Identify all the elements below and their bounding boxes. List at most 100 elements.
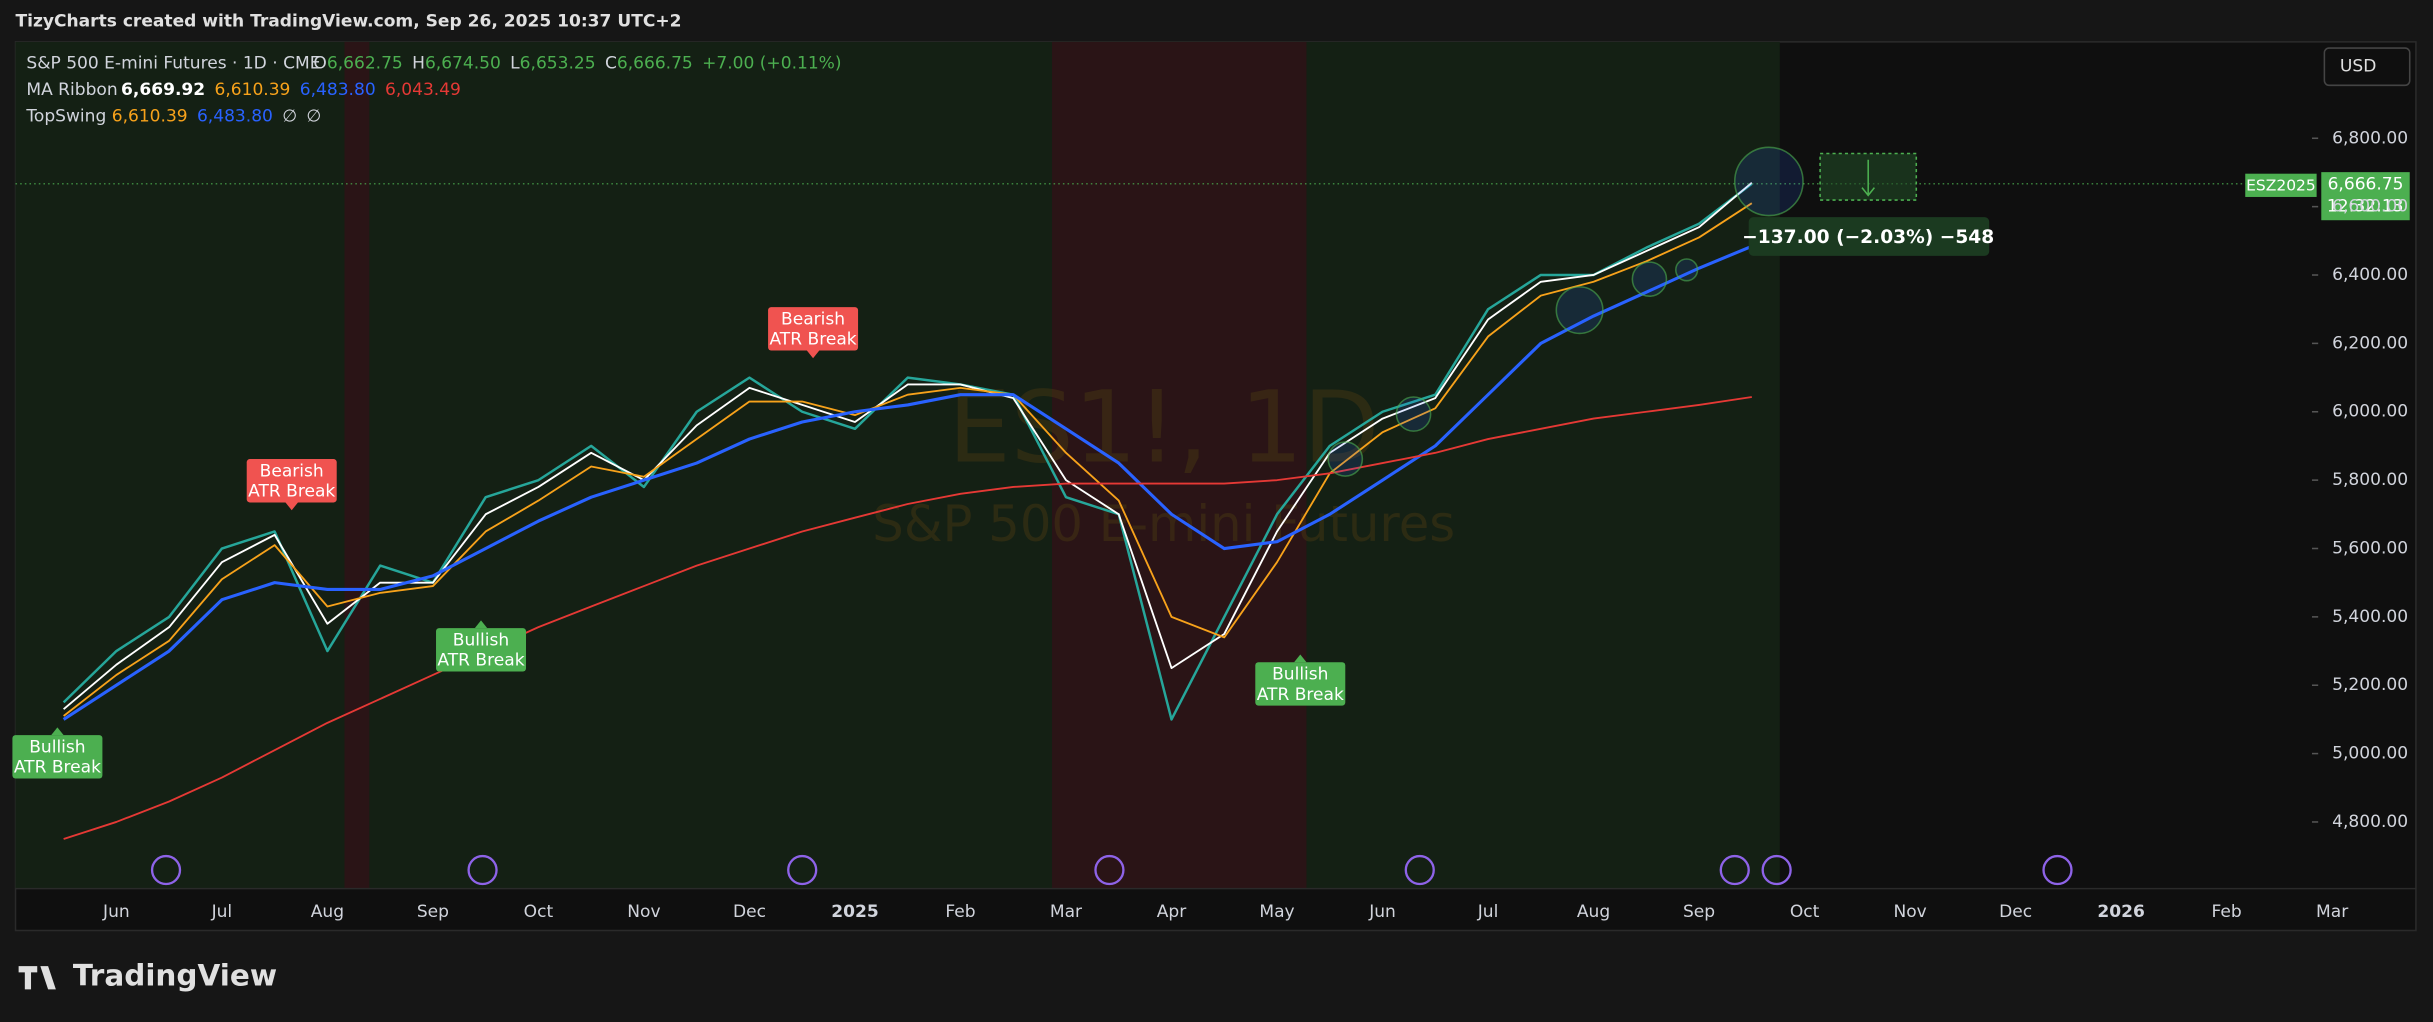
ticker-tag	[2245, 173, 2317, 197]
x-tick-label: Dec	[733, 902, 766, 922]
event-icon[interactable]	[1761, 854, 1792, 886]
legend-value: 6,662.75	[327, 54, 403, 74]
legend-value: 6,483.80	[197, 106, 273, 126]
indicator-values: 6,669.92 6,610.39 6,483.80 6,043.49	[121, 80, 461, 100]
event-icon[interactable]	[2042, 854, 2073, 886]
annotation-kind: Bearish	[781, 309, 845, 329]
legend-value: 6,669.92	[121, 80, 205, 100]
y-tick-label: 6,000.00	[2332, 402, 2408, 422]
swing-circle	[1395, 396, 1432, 432]
annotation-pointer	[806, 350, 820, 359]
legend-value: 6,610.39	[112, 106, 188, 126]
measure-label-box	[1748, 217, 1990, 256]
annotation-text: ATR Break	[1257, 685, 1344, 705]
series-line	[63, 181, 1753, 710]
y-tick-label: 6,600.00	[2332, 197, 2408, 217]
annotation-kind: Bullish	[1272, 665, 1328, 685]
swing-circle	[1733, 146, 1804, 217]
y-tick-label: 6,400.00	[2332, 265, 2408, 285]
x-tick-label: Aug	[1577, 902, 1610, 922]
annotation-pointer	[474, 620, 488, 629]
legend-value: C	[605, 54, 617, 74]
x-tick-label: 2025	[831, 902, 878, 922]
y-tick-label: 5,400.00	[2332, 607, 2408, 627]
series-line	[62, 182, 1753, 721]
event-icon[interactable]	[150, 854, 182, 886]
annotation-pointer	[285, 502, 298, 511]
x-tick-label: Feb	[945, 902, 975, 922]
price-tag	[2321, 172, 2410, 221]
series-line	[62, 244, 1753, 721]
annotation-kind: Bearish	[260, 461, 324, 481]
countdown: 12:32:13	[2327, 196, 2404, 216]
brand: TradingView	[73, 959, 277, 993]
indicator-values: 6,610.39 6,483.80 ∅ ∅	[112, 106, 322, 126]
swing-circle	[1631, 261, 1668, 297]
annotation-text: ATR Break	[14, 758, 101, 778]
legend-value: 6,483.80	[300, 80, 376, 100]
x-tick-label: Nov	[627, 902, 660, 922]
legend-value: ∅	[282, 106, 297, 126]
swing-circles	[1327, 146, 1804, 477]
legend-value: 6,043.49	[385, 80, 461, 100]
event-icon[interactable]	[1404, 854, 1435, 886]
event-icons	[150, 854, 2073, 886]
y-tick-label: 5,600.00	[2332, 538, 2408, 558]
annotation-text: ATR Break	[437, 651, 524, 671]
event-icon[interactable]	[467, 854, 498, 886]
red-zone	[344, 41, 370, 889]
swing-circle	[1327, 441, 1364, 477]
annotation-pointer	[1294, 654, 1307, 663]
ticker: ESZ2025	[2246, 177, 2316, 195]
legend-value: H	[412, 54, 425, 74]
event-icon[interactable]	[787, 854, 818, 886]
annotation-box	[12, 735, 103, 779]
x-tick-label: Jul	[1477, 902, 1499, 922]
annotation-box	[768, 307, 859, 351]
swing-circle	[1675, 258, 1699, 282]
measure-arrow	[1861, 159, 1876, 197]
x-tick-label: Sep	[417, 902, 449, 922]
y-tick-label: 6,800.00	[2332, 128, 2408, 148]
annotation-kind: Bullish	[453, 630, 509, 650]
x-tick-label: Mar	[1050, 902, 1083, 922]
legend-value: 6,666.75	[617, 54, 693, 74]
y-tick-label: 5,800.00	[2332, 470, 2408, 490]
y-tick-label: 5,200.00	[2332, 675, 2408, 695]
x-tick-label: May	[1259, 902, 1294, 922]
annotation-text: ATR Break	[248, 482, 335, 502]
x-tick-label: Jul	[211, 902, 233, 922]
currency-button[interactable]	[2323, 47, 2411, 87]
swing-circle	[1555, 286, 1604, 335]
event-icon[interactable]	[1719, 854, 1750, 886]
watermark-name: S&P 500 E-mini Futures	[872, 495, 1455, 553]
y-tick-label: 5,000.00	[2332, 744, 2408, 764]
x-tick-label: Jun	[102, 902, 130, 922]
annotation-box	[246, 459, 337, 503]
x-tick-label: Sep	[1683, 902, 1715, 922]
event-icon[interactable]	[1094, 854, 1125, 886]
annotation-kind: Bullish	[29, 738, 85, 758]
caption: TizyCharts created with TradingView.com,…	[16, 12, 682, 32]
brand-logo	[18, 966, 56, 990]
legend-value: +7.00 (+0.11%)	[702, 54, 841, 74]
watermark-symbol: ES1!, 1D	[948, 371, 1380, 486]
x-tick-label: Apr	[1157, 902, 1187, 922]
x-tick-label: Feb	[2212, 902, 2242, 922]
series-line	[63, 396, 1752, 840]
annotation-box	[1255, 662, 1346, 706]
x-tick-label: Aug	[311, 902, 344, 922]
y-tick-label: 6,200.00	[2332, 333, 2408, 353]
ohlc: O6,662.75 H6,674.50 L6,653.25 C6,666.75 +7.0…	[313, 54, 841, 74]
annotation-box	[436, 628, 527, 672]
x-tick-label: Jun	[1368, 902, 1396, 922]
legend-value: O	[313, 54, 326, 74]
legend: S&P 500 E-mini Futures · 1D · CME O6,662…	[25, 54, 841, 127]
x-tick-label: Dec	[1999, 902, 2032, 922]
symbol: S&P 500 E-mini Futures · 1D · CME	[26, 54, 320, 74]
y-tick-label: 4,800.00	[2332, 812, 2408, 832]
x-tick-label: 2026	[2097, 902, 2144, 922]
series-line	[63, 202, 1753, 717]
